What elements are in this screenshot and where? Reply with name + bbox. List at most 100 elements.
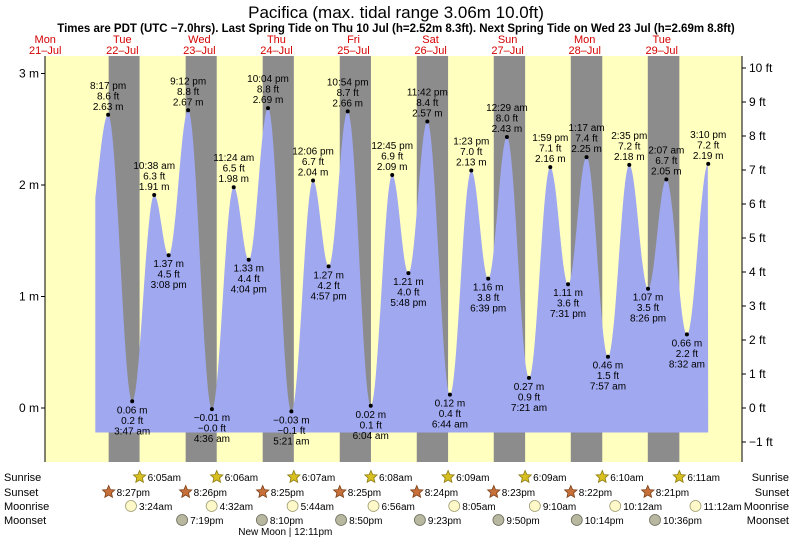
tide-point [246,257,251,262]
sunset-icon [486,484,501,499]
sunrise-time: 6:11am [687,473,720,484]
day-date: 24–Jul [260,45,292,57]
tide-label: 10:04 pm [247,74,289,85]
tide-label: 2.57 m [412,108,443,119]
tide-label: 7.1 ft [539,144,561,155]
moonset-time: 7:19pm [190,516,223,527]
day-name: Thu [267,34,286,46]
tide-label: 6.3 ft [143,172,165,183]
tide-label: 8.8 ft [177,87,199,98]
moonset-time: 9:23pm [428,516,461,527]
tide-label: 3:08 pm [151,280,187,291]
sunrise-time: 6:09am [456,473,489,484]
day-name: Tue [113,34,132,46]
sunset-time: 8:22pm [579,488,612,499]
sunset-time: 8:25pm [348,488,381,499]
left-tick-label: 0 m [19,401,39,415]
moonset-icon [649,514,661,526]
day-date: 21–Jul [29,45,61,57]
moonset-icon [335,514,347,526]
sunrise-icon [595,469,610,484]
tide-point [406,271,411,276]
sunrise-time: 6:09am [533,473,566,484]
moonset-icon [414,514,426,526]
tide-label: 10:38 am [133,161,175,172]
moonrise-time: 11:12am [703,502,741,513]
tide-label: 1.37 m [153,259,184,270]
tide-point [584,155,589,160]
moonset-time: 10:36pm [663,516,702,527]
tide-label: 6.7 ft [655,156,677,167]
sunrise-icon [672,469,687,484]
day-name: Mon [35,34,56,46]
tide-label: 11:42 pm [407,87,448,98]
tide-label: 8:17 pm [90,81,126,92]
moonset-time: 8:10pm [270,516,303,527]
moonset-icon [492,514,505,526]
tide-point [231,185,236,190]
tide-label: 1.5 ft [597,371,619,382]
right-tick-label: 4 ft [749,265,766,279]
tide-label: 1:17 am [568,123,604,134]
tide-point [486,276,491,281]
tide-label: −0.01 m [194,413,230,424]
tide-label: 2.43 m [492,124,523,135]
tide-label: 8.0 ft [496,114,518,125]
tide-label: 6:04 am [353,431,389,442]
tide-label: 4:57 pm [311,291,347,302]
tide-point [605,354,610,359]
tide-label: 1.07 m [633,293,664,304]
tide-label: 2.66 m [332,98,363,109]
tide-point [390,172,395,177]
tide-label: 2.13 m [456,158,487,169]
sunrise-time: 6:08am [379,473,412,484]
tide-point [425,119,430,124]
right-tick-label: −1 ft [749,435,773,449]
tide-label: 12:06 pm [292,147,334,158]
moonrise-time: 5:44am [301,502,334,513]
sunset-icon [563,484,578,499]
tide-label: 8:32 am [669,359,705,370]
tide-label: 5:21 am [273,436,309,447]
chart-subtitle: Times are PDT (UTC −7.0hrs). Last Spring… [57,23,735,35]
moonset-time: 9:50pm [506,516,539,527]
sunset-time: 8:25pm [271,488,304,499]
tide-point [368,403,373,408]
right-tick-label: 1 ft [749,367,766,381]
tide-label: 6:44 am [432,420,468,431]
tide-label: 0.12 m [435,399,466,410]
tide-label: 3:10 pm [690,130,726,141]
tide-label: 0.9 ft [518,392,540,403]
sunrise-icon [209,469,224,484]
tide-label: 0.06 m [117,405,148,416]
astro-rows: Sunrise Sunrise Sunset Sunset Moonrise Moonri… [4,469,789,538]
tide-labels: 8:17 pm8.6 ft2.63 m 0.06 m0.2 ft3:47 am 10… [90,74,726,447]
moonrise-icon [448,500,461,512]
tide-point [186,108,191,113]
moonset-time: 8:50pm [349,516,382,527]
tide-label: 2.63 m [93,102,124,113]
tide-label: 9:12 pm [170,76,206,87]
tide-label: 0.02 m [355,410,386,421]
tide-label: 1:23 pm [453,137,489,148]
tide-point [706,161,711,166]
tide-label: 2.69 m [253,95,284,106]
day-date: 29–Jul [646,45,678,57]
tide-label: 2.18 m [614,152,645,163]
tide-point [469,168,474,173]
sunrise-time: 6:07am [302,473,335,484]
moonset-icon [176,514,189,526]
day-name: Fri [347,34,360,46]
moonrise-icon [205,500,218,512]
sunset-time: 8:24pm [425,488,458,499]
day-name: Tue [652,34,671,46]
left-tick-label: 3 m [19,67,39,81]
sunset-icon [409,484,424,499]
moonrise-icon [689,500,702,512]
moonrise-icon [609,500,622,512]
tide-point [646,286,651,291]
tide-label: 0.46 m [593,361,624,372]
day-name: Sat [422,34,439,46]
sunrise-icon [440,469,456,484]
tide-label: 1.27 m [313,270,344,281]
